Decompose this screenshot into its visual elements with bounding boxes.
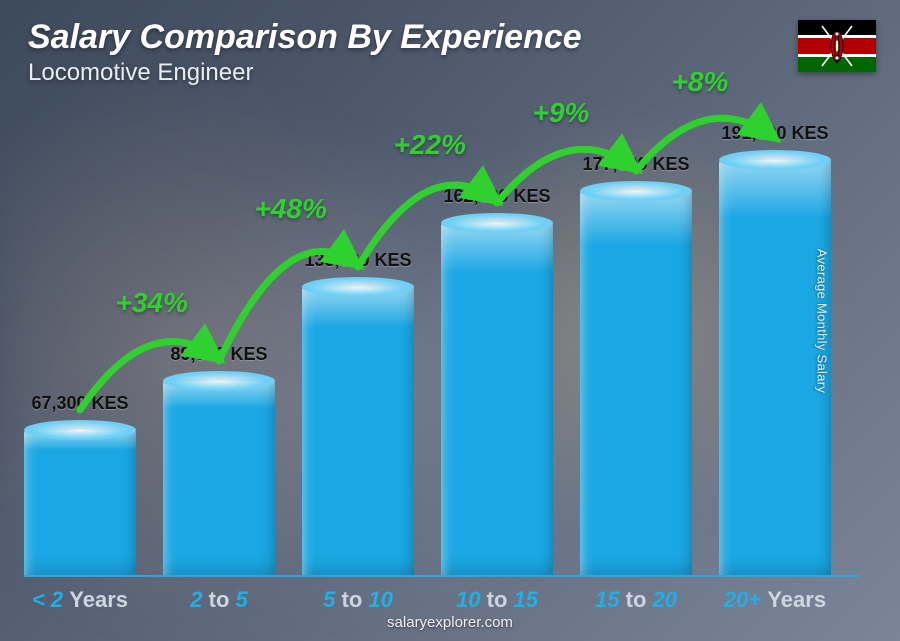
bar-value-label: 177,000 KES: [582, 154, 689, 175]
bar-value-label: 162,000 KES: [443, 186, 550, 207]
growth-pct-label: +34%: [116, 287, 188, 319]
header: Salary Comparison By Experience Locomoti…: [28, 18, 582, 87]
bar-category-label: 10 to 15: [456, 587, 538, 613]
bar-rect: [441, 223, 553, 577]
bar-rect: [302, 287, 414, 577]
infographic-canvas: Salary Comparison By Experience Locomoti…: [0, 0, 900, 641]
bar-category-label: < 2 Years: [32, 587, 128, 613]
growth-pct-label: +48%: [255, 193, 327, 225]
bar-category-label: 5 to 10: [323, 587, 393, 613]
bar-value-label: 191,000 KES: [721, 123, 828, 144]
y-axis-label: Average Monthly Salary: [814, 248, 829, 392]
kenya-flag-icon: [798, 20, 876, 72]
chart-baseline: [24, 575, 860, 577]
bar-rect: [163, 381, 275, 577]
bar-value-label: 133,000 KES: [304, 250, 411, 271]
page-title: Salary Comparison By Experience: [28, 18, 582, 57]
bar-category-label: 15 to 20: [595, 587, 677, 613]
bar-rect: [24, 430, 136, 577]
bar-rect: [580, 191, 692, 577]
bar-chart: 67,300 KES< 2 Years89,900 KES2 to 5133,0…: [24, 120, 860, 577]
growth-pct-label: +22%: [394, 129, 466, 161]
bar-category-label: 2 to 5: [190, 587, 247, 613]
bar-category-label: 20+ Years: [724, 587, 826, 613]
page-subtitle: Locomotive Engineer: [28, 59, 582, 87]
bar-value-label: 89,900 KES: [170, 344, 267, 365]
growth-pct-label: +8%: [672, 66, 729, 98]
growth-pct-label: +9%: [533, 97, 590, 129]
footer-attribution: salaryexplorer.com: [0, 614, 900, 631]
bar-value-label: 67,300 KES: [31, 393, 128, 414]
